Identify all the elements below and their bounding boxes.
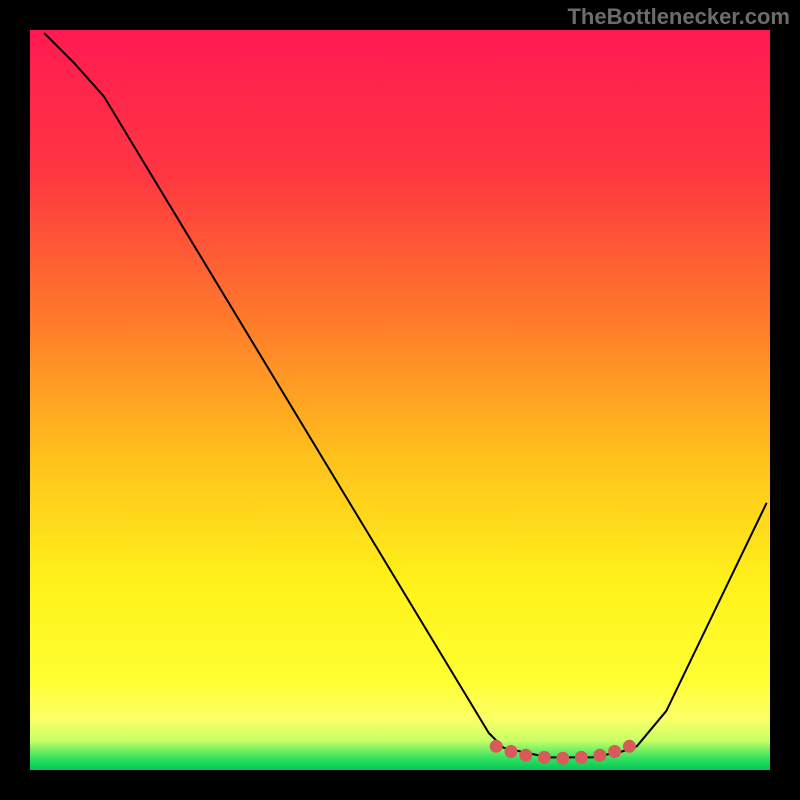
gradient-background — [30, 30, 770, 770]
chart-container: TheBottlenecker.com — [0, 0, 800, 800]
marker-dot — [538, 751, 550, 763]
marker-dot — [609, 746, 621, 758]
marker-dot — [490, 740, 502, 752]
marker-dot — [557, 752, 569, 764]
chart-svg — [30, 30, 770, 770]
marker-dot — [594, 749, 606, 761]
marker-dot — [505, 746, 517, 758]
marker-dot — [575, 751, 587, 763]
plot-area — [30, 30, 770, 770]
watermark-text: TheBottlenecker.com — [567, 4, 790, 30]
marker-dot — [623, 740, 635, 752]
marker-dot — [520, 749, 532, 761]
